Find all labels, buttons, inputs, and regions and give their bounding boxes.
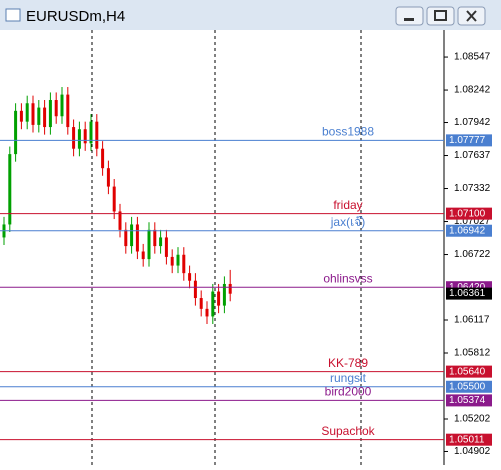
- candle-body: [228, 283, 232, 294]
- y-tick-label: 1.05202: [454, 414, 491, 425]
- candle-body: [72, 127, 76, 149]
- candle-body: [159, 237, 163, 247]
- level-price-label: 1.07100: [449, 208, 486, 219]
- level-price-box: [446, 134, 492, 147]
- window-title: EURUSDm,H4: [26, 8, 125, 25]
- candle-body: [188, 273, 192, 281]
- y-tick-label: 1.07942: [454, 117, 491, 128]
- level-name: KK-789: [328, 356, 368, 370]
- y-tick-label: 1.07637: [454, 150, 491, 161]
- candle-body: [54, 100, 58, 117]
- level-name: ohlinsvss: [323, 271, 372, 285]
- candle-body: [217, 291, 221, 306]
- close-button[interactable]: [457, 6, 486, 26]
- y-tick-label: 1.07027: [454, 216, 491, 227]
- candle-body: [130, 224, 134, 247]
- candle-body: [106, 168, 110, 187]
- candle-body: [89, 121, 93, 144]
- candle-body: [211, 291, 215, 317]
- candle-body: [164, 237, 168, 257]
- level-price-label: 1.05640: [449, 366, 486, 377]
- minimize-button[interactable]: [395, 6, 424, 26]
- candle-body: [31, 103, 35, 125]
- level-name: Supachok: [321, 424, 375, 438]
- candle-body: [193, 280, 197, 299]
- y-tick-label: 1.04902: [454, 446, 491, 457]
- period-separators: [91, 30, 362, 465]
- candle-body: [141, 251, 145, 260]
- candle-body: [77, 129, 81, 149]
- candle-body: [8, 154, 12, 225]
- y-tick-label: 1.05812: [454, 348, 491, 359]
- level-price-label: 1.07777: [449, 135, 486, 146]
- candle-body: [60, 94, 64, 117]
- y-tick-label: 1.06117: [454, 315, 490, 326]
- level-name: rungsit: [330, 371, 367, 385]
- candle-body: [48, 100, 52, 128]
- candle-body: [199, 298, 203, 309]
- candle-body: [176, 254, 180, 266]
- plot-area: [0, 30, 444, 465]
- candle-body: [112, 186, 116, 212]
- candle-body: [118, 211, 122, 230]
- level-name: boss1988: [322, 125, 374, 139]
- window-icon: [5, 8, 21, 22]
- level-price-box: [446, 380, 492, 393]
- candle-body: [124, 229, 128, 247]
- level-name: friday: [333, 198, 362, 212]
- level-price-label: 1.05500: [449, 381, 486, 392]
- level-price-box: [446, 365, 492, 378]
- maximize-button[interactable]: [426, 6, 455, 26]
- candle-body: [14, 110, 18, 155]
- candle-body: [25, 103, 29, 122]
- y-tick-label: 1.08242: [454, 85, 491, 96]
- level-name: jax(เจ๊): [330, 215, 365, 229]
- candle-body: [182, 254, 186, 274]
- level-price-label: 1.05374: [449, 395, 486, 406]
- current-price-label: 1.06361: [449, 288, 486, 299]
- candle-body: [135, 224, 139, 252]
- level-price-box: [446, 207, 492, 220]
- level-name: bird2000: [325, 385, 372, 399]
- candle-body: [19, 110, 23, 122]
- level-price-box: [446, 394, 492, 407]
- level-price-label: 1.05011: [449, 434, 485, 445]
- candle-body: [222, 283, 226, 306]
- candle-body: [153, 229, 157, 247]
- y-tick-label: 1.08547: [454, 52, 491, 63]
- level-price-box: [446, 433, 492, 446]
- candle-body: [66, 94, 70, 128]
- candle-body: [95, 121, 99, 149]
- y-tick-label: 1.06722: [454, 249, 491, 260]
- level-price-label: 1.06420: [449, 282, 486, 293]
- candle-body: [205, 308, 209, 317]
- candle-body: [101, 148, 105, 169]
- candle-body: [170, 256, 174, 266]
- level-price-box: [446, 224, 492, 237]
- candle-body: [37, 107, 41, 125]
- current-price-box: [446, 287, 492, 300]
- level-price-label: 1.06942: [449, 225, 486, 236]
- candle-body: [43, 107, 47, 128]
- candle-body: [83, 129, 87, 144]
- candle-body: [147, 229, 151, 260]
- y-tick-label: 1.07332: [454, 183, 491, 194]
